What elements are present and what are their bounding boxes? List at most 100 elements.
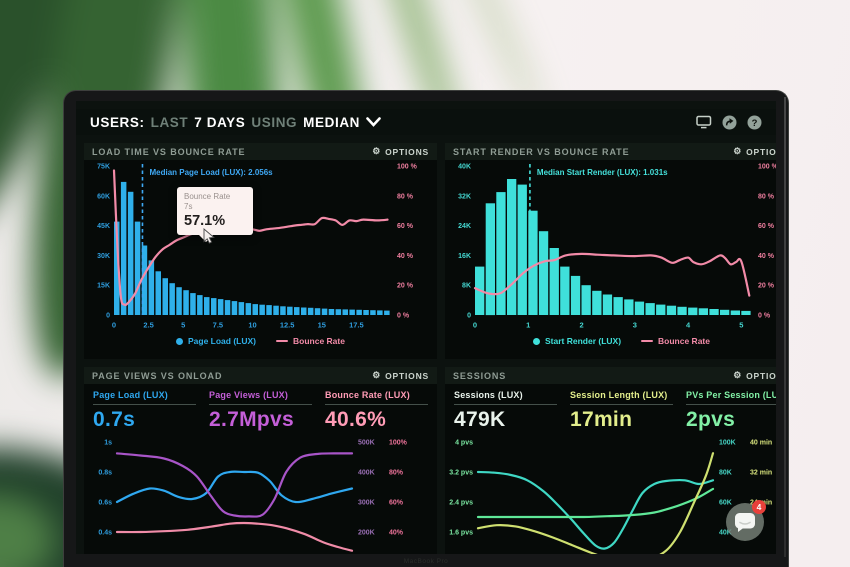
svg-text:0.6s: 0.6s (98, 500, 112, 507)
svg-text:12.5: 12.5 (280, 321, 295, 330)
options-button[interactable]: ⚙ OPTIONS (733, 371, 776, 381)
options-button[interactable]: ⚙ OPTIONS (372, 147, 429, 157)
dashboard-grid: LOAD TIME VS BOUNCE RATE ⚙ OPTIONS 75K 60… (76, 143, 776, 554)
svg-text:40K: 40K (719, 530, 732, 537)
metric-value: 17min (570, 408, 633, 431)
metric-page-load: Page Load (LUX) 0.7s (93, 390, 196, 430)
options-button[interactable]: ⚙ OPTIONS (733, 147, 776, 157)
metric-divider (454, 404, 557, 405)
help-icon[interactable]: ? (746, 114, 762, 130)
metric-label: Session Length (LUX) (570, 390, 668, 400)
users-filter-dropdown[interactable]: USERS: LAST 7 DAYS USING MEDIAN (90, 115, 381, 130)
svg-text:500K: 500K (358, 440, 375, 447)
svg-text:40%: 40% (389, 530, 404, 537)
metrics-row: Page Load (LUX) 0.7s Page Views (LUX) 2.… (84, 384, 437, 430)
panel-page-views: PAGE VIEWS VS ONLOAD ⚙ OPTIONS Page Load… (84, 367, 437, 554)
svg-text:80K: 80K (719, 470, 732, 477)
start-render-histogram-chart[interactable]: 40K 32K 24K 16K 8K 0 100 % 80 % 60 % 40 % 20 % 0 % 0… (445, 160, 776, 338)
display-icon[interactable] (696, 114, 712, 130)
metric-divider (209, 404, 312, 405)
load-time-histogram-chart[interactable]: 75K 60K 45K 30K 15K 0 100 % 80 % 60 % 40 % 20 % 0 %… (84, 160, 423, 338)
legend-label: Bounce Rate (293, 336, 345, 346)
svg-text:75K: 75K (97, 164, 110, 171)
share-icon[interactable] (721, 114, 737, 130)
svg-text:100 %: 100 % (397, 164, 418, 171)
header-title-part: USERS: (90, 114, 145, 130)
svg-text:80 %: 80 % (758, 193, 775, 200)
svg-text:0: 0 (473, 321, 477, 330)
svg-text:16K: 16K (458, 253, 471, 260)
header-bar: USERS: LAST 7 DAYS USING MEDIAN ? (76, 109, 776, 135)
svg-text:20 %: 20 % (397, 283, 414, 290)
svg-text:1.6 pvs: 1.6 pvs (449, 530, 473, 537)
page-views-line-chart[interactable]: 1s 0.8s 0.6s 0.4s 500K 400K 300K 200K 100% 80% 60%… (84, 430, 423, 554)
panel-start-render: START RENDER VS BOUNCE RATE ⚙ OPTIONS 4 0… (445, 143, 776, 359)
svg-text:7.5: 7.5 (213, 321, 223, 330)
header-icons: ? (696, 114, 762, 130)
legend-label: Bounce Rate (658, 336, 710, 346)
metric-pvs-per-session: PVs Per Session (LUX) 2pvs (686, 390, 776, 430)
svg-text:5: 5 (739, 321, 743, 330)
metric-label: PVs Per Session (LUX) (686, 390, 776, 400)
svg-text:1s: 1s (104, 440, 112, 447)
chart-legend: Page Load (LUX) Bounce Rate (84, 336, 437, 346)
svg-text:4: 4 (686, 321, 691, 330)
chevron-down-icon (366, 117, 381, 127)
tooltip-value: 57.1% (184, 213, 226, 229)
panel-title: START RENDER VS BOUNCE RATE (453, 146, 630, 157)
metric-session-length: Session Length (LUX) 17min (570, 390, 673, 430)
options-label: OPTIONS (746, 146, 776, 157)
chat-widget-button[interactable]: 4 (725, 500, 766, 542)
metric-page-views: Page Views (LUX) 2.7Mpvs (209, 390, 312, 430)
options-label: OPTIONS (746, 370, 776, 381)
options-label: OPTIONS (385, 370, 429, 381)
metric-divider (686, 404, 776, 405)
metric-divider (325, 404, 428, 405)
gear-icon: ⚙ (733, 146, 743, 156)
svg-text:300K: 300K (358, 500, 375, 507)
svg-text:60 %: 60 % (758, 223, 775, 230)
svg-text:24K: 24K (458, 223, 471, 230)
metric-value: 479K (454, 408, 506, 431)
metric-sessions: Sessions (LUX) 479K (454, 390, 557, 430)
svg-text:2.5: 2.5 (143, 321, 153, 330)
svg-text:400K: 400K (358, 470, 375, 477)
options-label: OPTIONS (385, 146, 429, 157)
metric-value: 2pvs (686, 408, 736, 431)
chart-legend: Start Render (LUX) Bounce Rate (445, 336, 776, 346)
svg-text:5: 5 (181, 321, 185, 330)
header-title-part: MEDIAN (303, 114, 361, 130)
metric-label: Page Views (LUX) (209, 390, 289, 400)
options-button[interactable]: ⚙ OPTIONS (372, 371, 429, 381)
svg-text:40 %: 40 % (397, 253, 414, 260)
svg-text:40 min: 40 min (750, 440, 772, 447)
metrics-row: Sessions (LUX) 479K Session Length (LUX)… (445, 384, 776, 430)
svg-text:15: 15 (318, 321, 326, 330)
laptop-brand-label: MacBook Pro (403, 558, 449, 565)
header-title-part: USING (251, 114, 298, 130)
legend-label: Page Load (LUX) (188, 336, 257, 346)
svg-text:60 %: 60 % (397, 223, 414, 230)
svg-text:100%: 100% (389, 440, 408, 447)
svg-text:30K: 30K (97, 253, 110, 260)
metric-value: 0.7s (93, 408, 136, 431)
svg-text:3: 3 (633, 321, 637, 330)
svg-text:Median Start Render (LUX): 1.0: Median Start Render (LUX): 1.031s (537, 168, 668, 177)
panel-header: SESSIONS ⚙ OPTIONS (445, 367, 776, 384)
svg-text:3.2 pvs: 3.2 pvs (449, 470, 473, 477)
metric-label: Bounce Rate (LUX) (325, 390, 410, 400)
svg-text:8K: 8K (462, 283, 471, 290)
gear-icon: ⚙ (733, 370, 743, 380)
svg-text:20 %: 20 % (758, 283, 775, 290)
panel-sessions: SESSIONS ⚙ OPTIONS Sessions (LUX) 479K S… (445, 367, 776, 554)
svg-text:45K: 45K (97, 223, 110, 230)
svg-text:80 %: 80 % (397, 193, 414, 200)
panel-header: LOAD TIME VS BOUNCE RATE ⚙ OPTIONS (84, 143, 437, 160)
series-line (641, 339, 654, 343)
svg-text:2.4 pvs: 2.4 pvs (449, 500, 473, 507)
header-title-part: LAST (150, 114, 189, 130)
tooltip-bucket: 7s (184, 202, 193, 211)
svg-text:100 %: 100 % (758, 164, 776, 171)
panel-header: START RENDER VS BOUNCE RATE ⚙ OPTIONS (445, 143, 776, 160)
